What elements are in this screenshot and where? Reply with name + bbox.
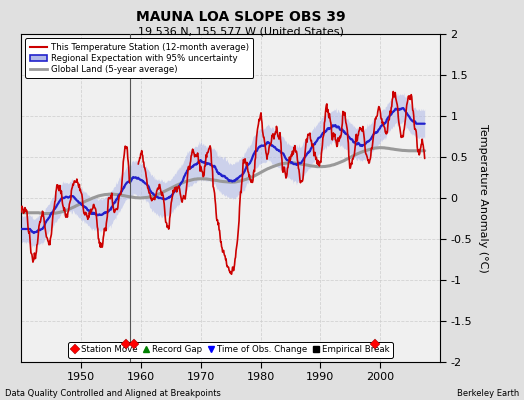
Text: Berkeley Earth: Berkeley Earth — [456, 389, 519, 398]
Text: Data Quality Controlled and Aligned at Breakpoints: Data Quality Controlled and Aligned at B… — [5, 389, 221, 398]
Legend: Station Move, Record Gap, Time of Obs. Change, Empirical Break: Station Move, Record Gap, Time of Obs. C… — [68, 342, 393, 358]
Y-axis label: Temperature Anomaly (°C): Temperature Anomaly (°C) — [478, 124, 488, 272]
Text: MAUNA LOA SLOPE OBS 39: MAUNA LOA SLOPE OBS 39 — [136, 10, 346, 24]
Text: 19.536 N, 155.577 W (United States): 19.536 N, 155.577 W (United States) — [138, 26, 344, 36]
